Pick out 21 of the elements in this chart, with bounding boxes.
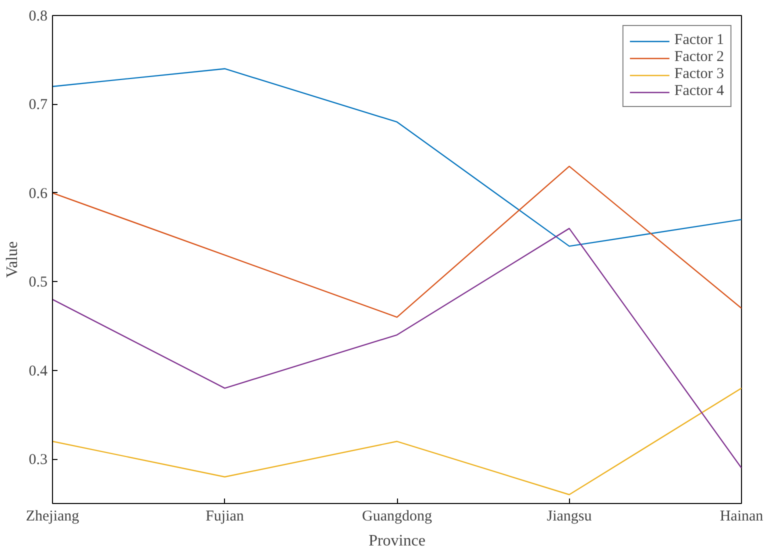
- x-tick-label: Guangdong: [362, 508, 432, 524]
- y-tick-label: 0.6: [28, 186, 48, 202]
- x-axis-title: Province: [368, 532, 426, 550]
- line-series: [52, 166, 742, 318]
- y-tick-label: 0.3: [28, 452, 48, 468]
- line-series: [52, 228, 742, 469]
- x-tick-label: Fujian: [206, 508, 244, 524]
- y-tick-label: 0.8: [28, 8, 48, 24]
- y-tick-label: 0.4: [28, 363, 48, 380]
- y-tick-label: 0.5: [28, 274, 48, 291]
- x-tick-label: Jiangsu: [546, 508, 592, 524]
- legend-label: Factor 3: [674, 66, 724, 83]
- line-series: [52, 388, 742, 496]
- line-series: [52, 68, 742, 247]
- y-axis-title: Value: [4, 241, 21, 278]
- y-tick-label: 0.7: [28, 97, 48, 114]
- x-tick-label: Hainan: [720, 508, 764, 524]
- x-tick-label: Zhejiang: [26, 508, 80, 524]
- legend-label: Factor 4: [674, 83, 724, 100]
- legend-label: Factor 2: [674, 49, 724, 66]
- legend-label: Factor 1: [674, 32, 724, 49]
